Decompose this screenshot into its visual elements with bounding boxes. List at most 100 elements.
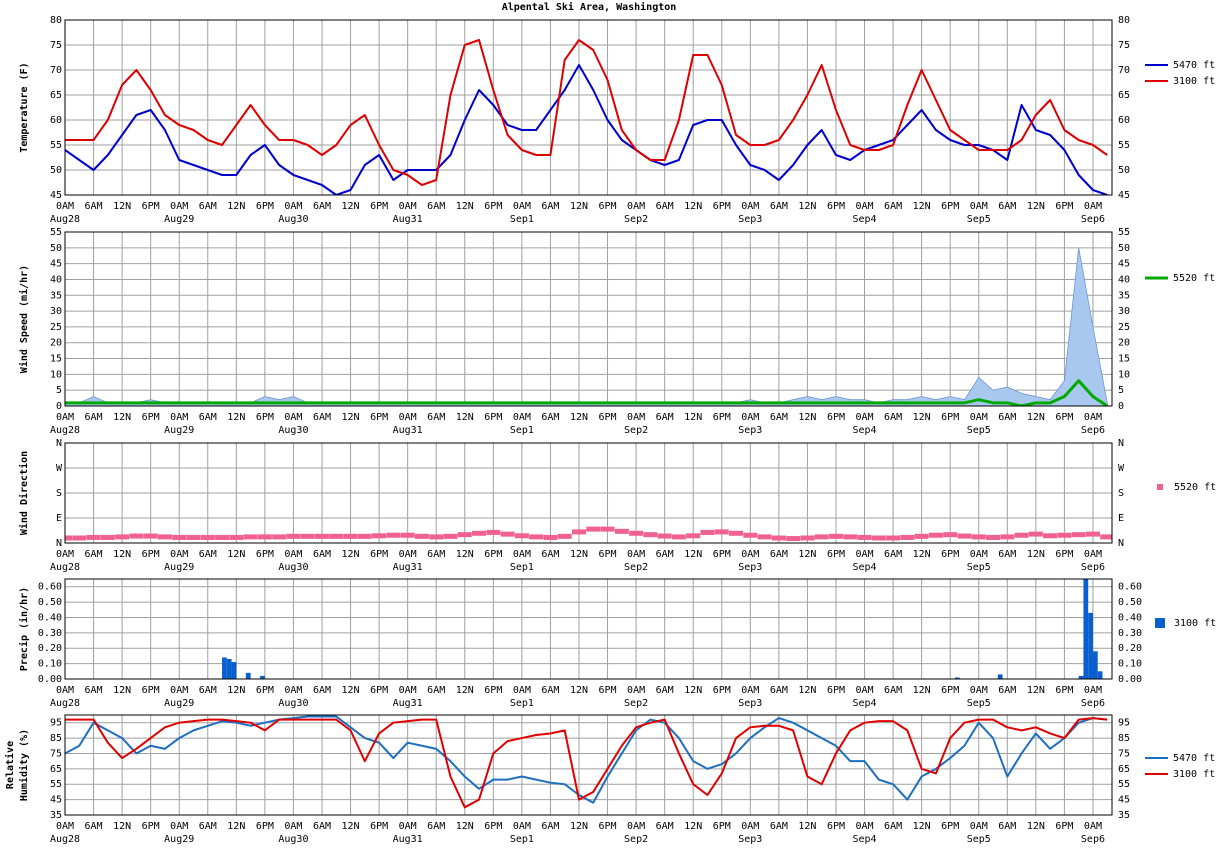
plot-frame [64,578,1113,680]
x-date-label: Aug30 [278,425,308,436]
legend-label: 3100 ft [1174,618,1216,629]
x-tick-label: 12N [798,201,816,212]
x-tick-label: 0AM [970,821,988,832]
x-tick-label: 6PM [256,549,274,560]
x-tick-label: 6PM [599,412,617,423]
precip-bar [997,674,1003,679]
x-tick-label: 6PM [941,821,959,832]
direction-point [1000,534,1015,540]
y-tick-label-right: 75 [1118,40,1130,51]
direction-point [65,535,72,541]
precip-bar [1078,675,1084,679]
precip-bar [1097,671,1103,679]
precip-bar [260,675,265,679]
direction-point [729,530,744,536]
x-tick-label: 6AM [656,685,674,696]
direction-point [771,535,786,541]
x-tick-label: 12N [342,412,360,423]
x-tick-label: 0AM [56,685,74,696]
direction-point [400,532,415,538]
direction-point [100,534,115,540]
direction-point [129,533,144,539]
series-line [65,717,1108,809]
x-tick-label: 6PM [484,685,502,696]
precip-bar [954,677,960,679]
y-tick-label: 20 [50,338,62,349]
x-tick-label: 12N [113,201,131,212]
x-tick-label: 12N [570,201,588,212]
x-tick-label: 6AM [199,412,217,423]
y-tick-label-right: 65 [1118,764,1130,775]
direction-point [500,531,515,537]
x-tick-label: 6AM [884,685,902,696]
x-tick-label: 0AM [399,412,417,423]
y-tick-label: 55 [50,779,62,790]
x-tick-label: 6PM [256,685,274,696]
precip-bar [1092,651,1098,679]
x-date-label: Sep3 [738,834,762,845]
plot-frame [64,442,1113,544]
x-tick-label: 6PM [142,201,160,212]
x-tick-label: 12N [684,685,702,696]
direction-point [443,533,458,539]
x-tick-label: 0AM [627,821,645,832]
x-tick-label: 6AM [770,549,788,560]
x-tick-label: 6AM [656,549,674,560]
y-tick-label: 65 [50,764,62,775]
x-date-label: Sep4 [852,425,876,436]
x-tick-label: 12N [798,821,816,832]
direction-point [372,533,387,539]
y-tick-label: 10 [50,369,62,380]
y-tick-label: N [56,538,62,549]
series-line [65,64,1108,195]
direction-point [657,533,672,539]
x-tick-label: 6PM [484,412,502,423]
direction-point [272,534,287,540]
direction-point [257,534,272,540]
direction-point [571,529,586,535]
y-tick-label-right: S [1118,488,1124,499]
x-tick-label: 6AM [199,549,217,560]
x-date-label: Aug31 [393,425,423,436]
y-tick-label-right: N [1118,438,1124,449]
x-tick-label: 6AM [656,412,674,423]
x-date-label: Sep6 [1081,834,1105,845]
x-tick-label: 6AM [427,549,445,560]
x-tick-label: 0AM [627,685,645,696]
x-tick-label: 12N [1027,201,1045,212]
y-tick-label: S [56,488,62,499]
x-tick-label: 12N [342,685,360,696]
x-tick-label: 6AM [541,685,559,696]
legend-swatch [1155,618,1165,628]
x-tick-label: 6AM [199,201,217,212]
x-tick-label: 0AM [970,685,988,696]
y-tick-label-right: 40 [1118,274,1130,285]
x-tick-label: 12N [798,685,816,696]
x-date-label: Aug29 [164,214,194,225]
x-tick-label: 6PM [941,549,959,560]
direction-point [900,534,915,540]
direction-point [414,533,429,539]
y-tick-label-right: 20 [1118,338,1130,349]
x-date-label: Aug28 [50,214,80,225]
direction-point [172,534,187,540]
x-tick-label: 6AM [85,821,103,832]
x-tick-label: 0AM [284,821,302,832]
x-tick-label: 6AM [884,821,902,832]
y-tick-label-right: 85 [1118,733,1130,744]
x-date-label: Aug30 [278,214,308,225]
y-axis-label: Precip (in/hr) [18,587,30,671]
direction-point [229,534,244,540]
x-tick-label: 0AM [399,821,417,832]
x-tick-label: 12N [227,685,245,696]
x-tick-label: 12N [684,201,702,212]
x-tick-label: 0AM [56,201,74,212]
direction-point [886,535,901,541]
plot-frame [64,231,1113,407]
x-tick-label: 12N [113,549,131,560]
x-tick-label: 12N [113,821,131,832]
x-tick-label: 12N [684,412,702,423]
y-tick-label: 0.20 [38,643,62,654]
x-tick-label: 6PM [142,549,160,560]
direction-point [671,534,686,540]
